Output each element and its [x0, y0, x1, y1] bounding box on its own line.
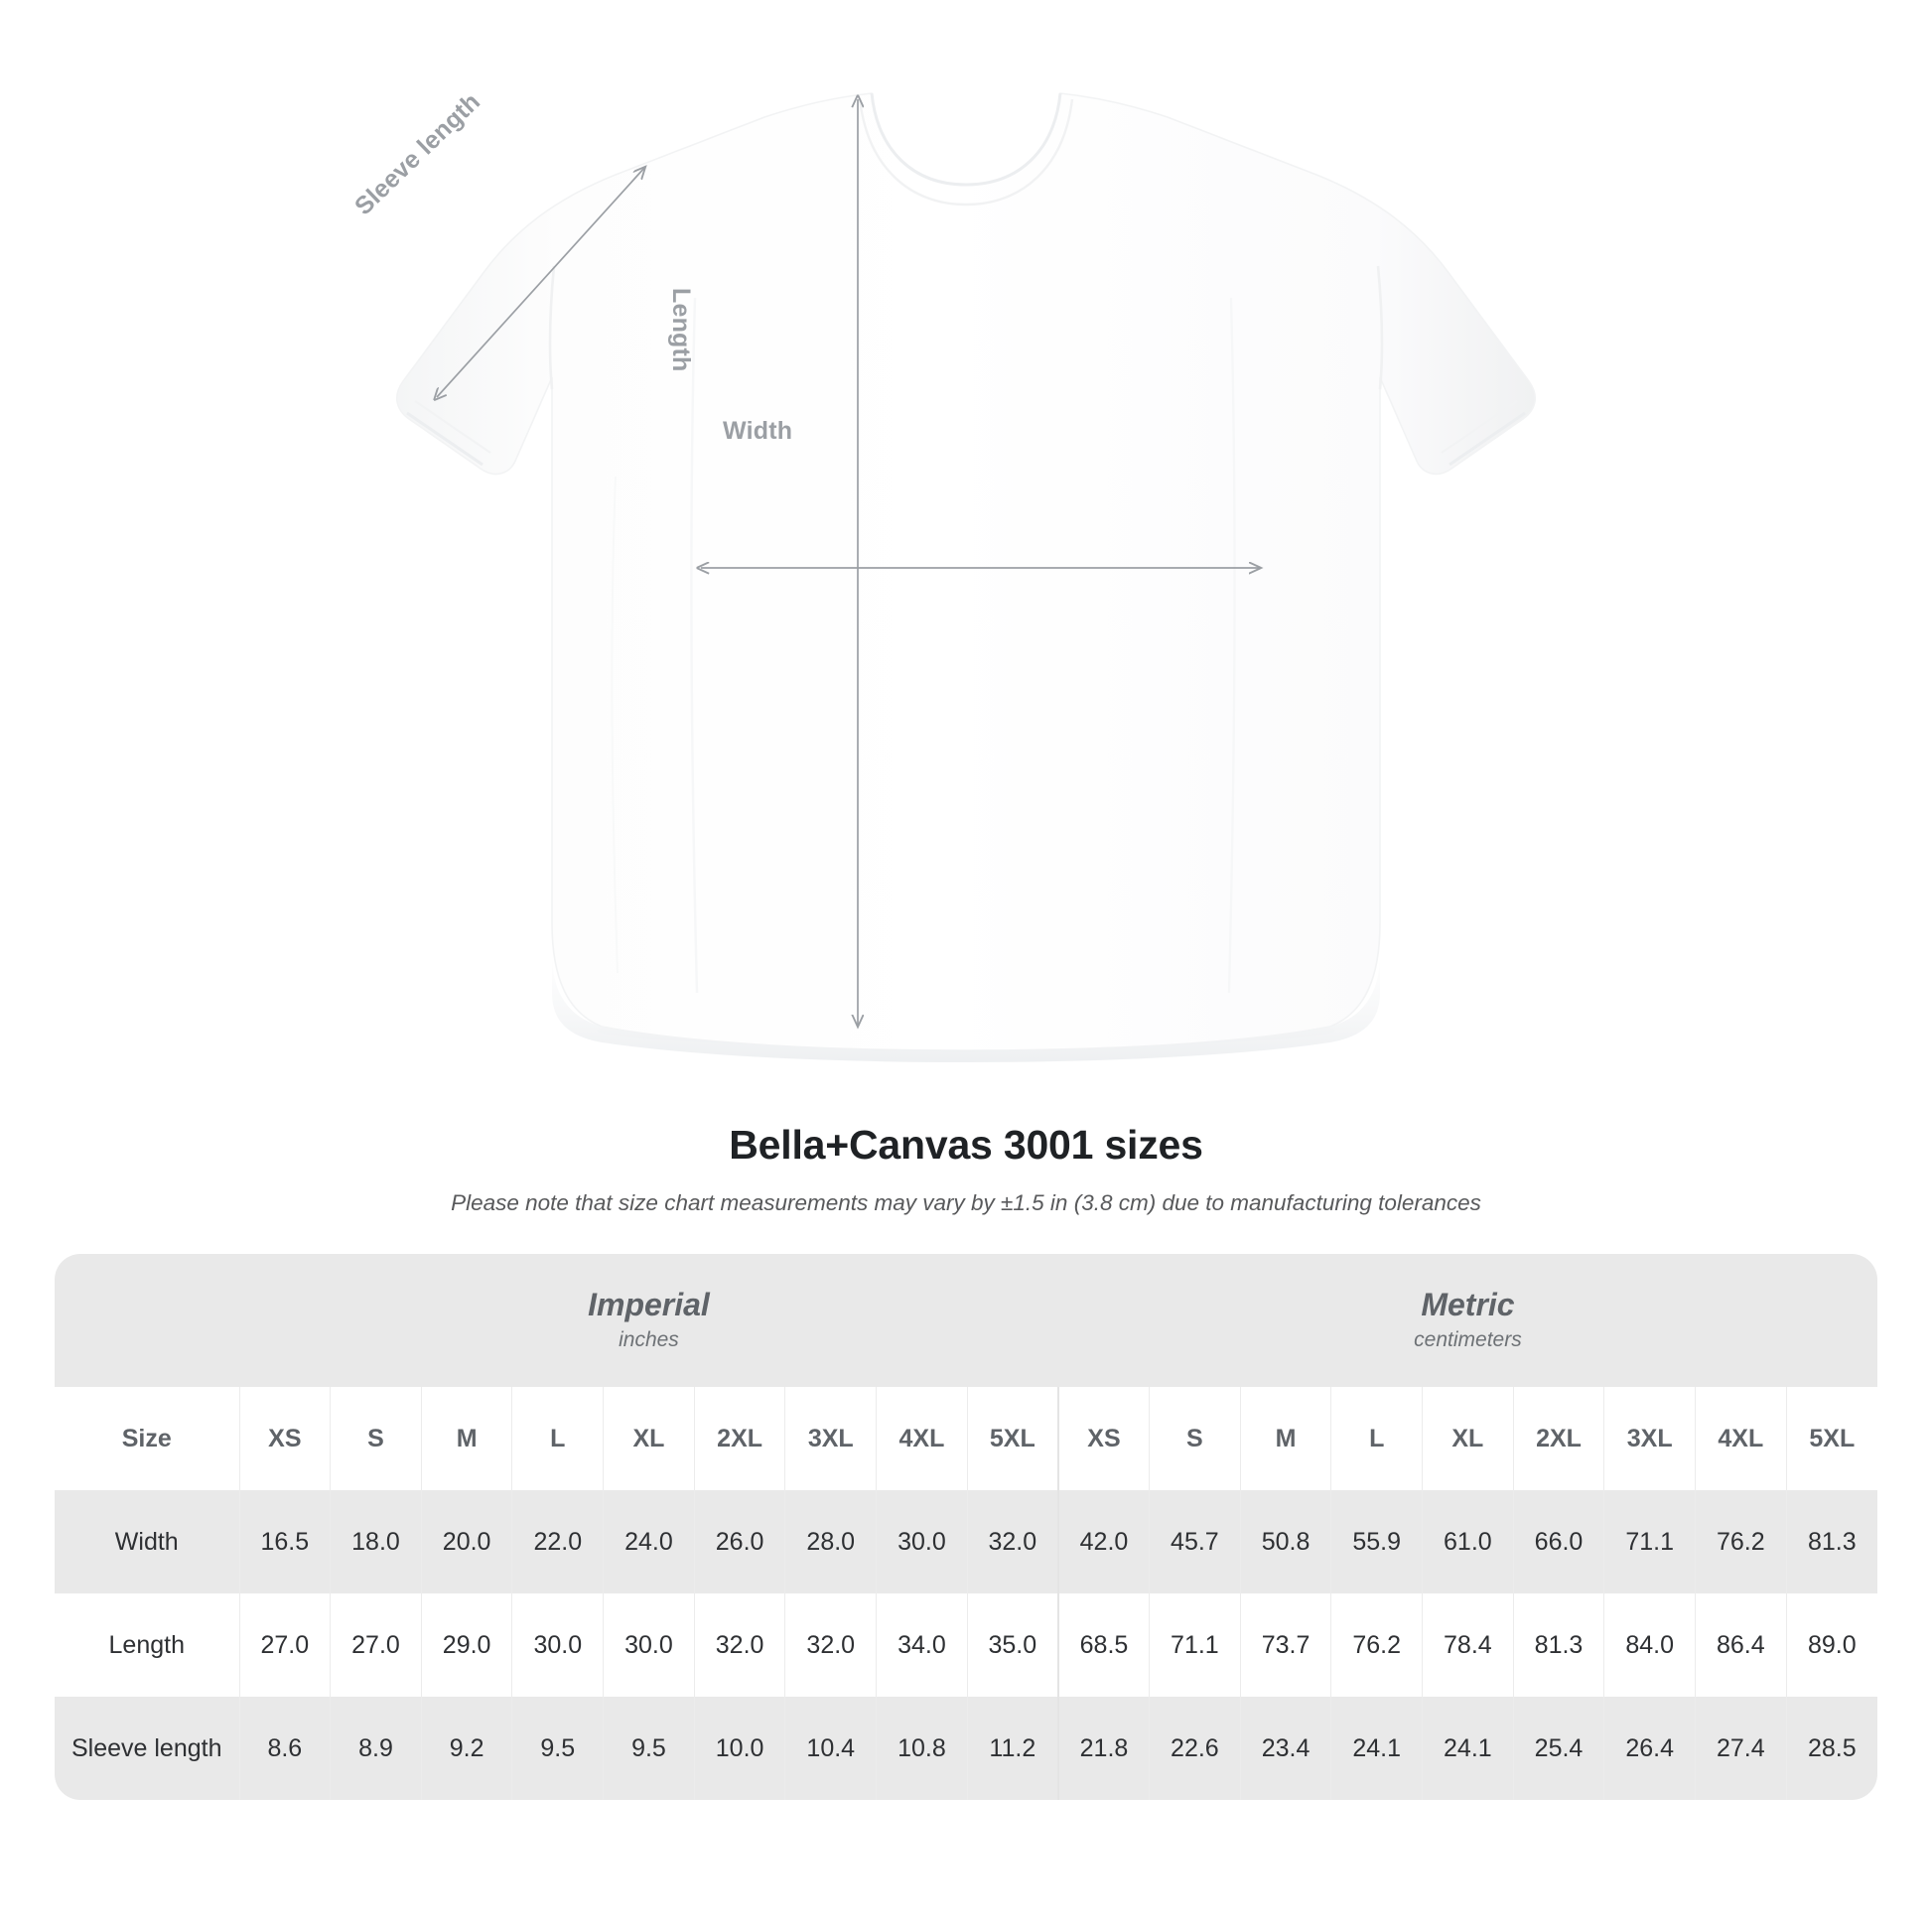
size-column-header: 2XL	[1512, 1387, 1604, 1490]
table-cell: 28.0	[784, 1490, 877, 1593]
table-cell: 27.0	[238, 1593, 331, 1697]
size-column-header: XS	[1056, 1387, 1150, 1490]
table-cell: 68.5	[1056, 1593, 1150, 1697]
table-cell: 26.0	[693, 1490, 785, 1593]
table-cell: 32.0	[693, 1593, 785, 1697]
unit-header-row: Imperial inches Metric centimeters	[55, 1254, 1877, 1387]
table-cell: 55.9	[1330, 1490, 1423, 1593]
table-cell: 10.0	[693, 1697, 785, 1800]
size-column-header: 3XL	[784, 1387, 877, 1490]
table-cell: 9.5	[603, 1697, 695, 1800]
table-cell: 27.4	[1695, 1697, 1787, 1800]
table-cell: 50.8	[1239, 1490, 1331, 1593]
length-label: Length	[667, 288, 695, 372]
size-column-header: XS	[238, 1387, 331, 1490]
size-column-header: 2XL	[693, 1387, 785, 1490]
table-cell: 34.0	[876, 1593, 968, 1697]
size-column-header: L	[1330, 1387, 1423, 1490]
table-cell: 45.7	[1149, 1490, 1241, 1593]
table-cell: 61.0	[1422, 1490, 1514, 1593]
row-header-sleeve-length: Sleeve length	[55, 1697, 239, 1800]
size-header-label: Size	[55, 1387, 239, 1490]
table-cell: 9.5	[511, 1697, 604, 1800]
table-cell: 23.4	[1239, 1697, 1331, 1800]
table-cell: 32.0	[784, 1593, 877, 1697]
table-cell: 71.1	[1603, 1490, 1696, 1593]
size-column-header: 5XL	[966, 1387, 1058, 1490]
size-column-header: L	[511, 1387, 604, 1490]
table-cell: 76.2	[1695, 1490, 1787, 1593]
size-column-header: S	[1149, 1387, 1241, 1490]
table-cell: 24.0	[603, 1490, 695, 1593]
sleeve-length-arrow	[437, 167, 645, 397]
table-cell: 78.4	[1422, 1593, 1514, 1697]
size-column-header: 5XL	[1785, 1387, 1877, 1490]
table-cell: 35.0	[966, 1593, 1058, 1697]
unit-group-imperial-unit: inches	[619, 1328, 679, 1352]
table-cell: 86.4	[1695, 1593, 1787, 1697]
unit-group-metric: Metric centimeters	[1057, 1254, 1877, 1387]
table-cell: 81.3	[1785, 1490, 1877, 1593]
table-cell: 10.8	[876, 1697, 968, 1800]
width-label: Width	[723, 417, 793, 445]
table-cell: 30.0	[511, 1593, 604, 1697]
table-cell: 22.0	[511, 1490, 604, 1593]
size-column-header: M	[1239, 1387, 1331, 1490]
size-column-header: 3XL	[1603, 1387, 1696, 1490]
table-cell: 89.0	[1785, 1593, 1877, 1697]
table-row: Sleeve length 8.6 8.9 9.2 9.5 9.5 10.0 10.4 10.8…	[55, 1697, 1877, 1800]
table-cell: 66.0	[1512, 1490, 1604, 1593]
size-header-row: Size XS S M L XL 2XL 3XL 4XL 5XL XS S M L XL 2XL 3XL 4XL…	[55, 1387, 1877, 1490]
table-cell: 22.6	[1149, 1697, 1241, 1800]
shirt-body	[396, 92, 1536, 1062]
size-column-header: XL	[603, 1387, 695, 1490]
unit-group-imperial: Imperial inches	[239, 1254, 1058, 1387]
tshirt-illustration	[396, 92, 1536, 1062]
unit-group-metric-unit: centimeters	[1414, 1328, 1522, 1352]
size-column-header: S	[330, 1387, 422, 1490]
table-cell: 24.1	[1330, 1697, 1423, 1800]
table-cell: 29.0	[420, 1593, 512, 1697]
tshirt-measurement-diagram: Sleeve length Length Width	[349, 87, 1536, 1062]
table-cell: 30.0	[603, 1593, 695, 1697]
unit-header-corner	[55, 1254, 239, 1387]
size-column-header: XL	[1422, 1387, 1514, 1490]
chart-subtitle: Please note that size chart measurements…	[451, 1190, 1481, 1215]
table-cell: 71.1	[1149, 1593, 1241, 1697]
table-cell: 26.4	[1603, 1697, 1696, 1800]
table-row: Length 27.0 27.0 29.0 30.0 30.0 32.0 32.0 34.0 35…	[55, 1593, 1877, 1697]
table-cell: 25.4	[1512, 1697, 1604, 1800]
table-cell: 76.2	[1330, 1593, 1423, 1697]
table-cell: 16.5	[238, 1490, 331, 1593]
table-cell: 42.0	[1056, 1490, 1150, 1593]
size-column-header: 4XL	[876, 1387, 968, 1490]
table-cell: 20.0	[420, 1490, 512, 1593]
size-column-header: 4XL	[1695, 1387, 1787, 1490]
size-chart-block: Bella+Canvas 3001 sizes Please note that…	[0, 1122, 1932, 1800]
table-cell: 24.1	[1422, 1697, 1514, 1800]
table-cell: 10.4	[784, 1697, 877, 1800]
unit-group-metric-name: Metric	[1421, 1287, 1515, 1323]
table-cell: 32.0	[966, 1490, 1058, 1593]
table-cell: 81.3	[1512, 1593, 1604, 1697]
row-header-width: Width	[55, 1490, 239, 1593]
table-cell: 8.9	[330, 1697, 422, 1800]
table-cell: 11.2	[966, 1697, 1058, 1800]
table-cell: 28.5	[1785, 1697, 1877, 1800]
table-cell: 30.0	[876, 1490, 968, 1593]
size-column-header: M	[420, 1387, 512, 1490]
table-cell: 18.0	[330, 1490, 422, 1593]
chart-title: Bella+Canvas 3001 sizes	[729, 1122, 1203, 1168]
table-cell: 8.6	[238, 1697, 331, 1800]
size-chart-table: Imperial inches Metric centimeters Size …	[55, 1254, 1877, 1800]
table-cell: 21.8	[1056, 1697, 1150, 1800]
table-cell: 27.0	[330, 1593, 422, 1697]
table-cell: 73.7	[1239, 1593, 1331, 1697]
table-row: Width 16.5 18.0 20.0 22.0 24.0 26.0 28.0 30.0 32.…	[55, 1490, 1877, 1593]
table-cell: 84.0	[1603, 1593, 1696, 1697]
unit-group-imperial-name: Imperial	[588, 1287, 710, 1323]
row-header-length: Length	[55, 1593, 239, 1697]
table-cell: 9.2	[420, 1697, 512, 1800]
